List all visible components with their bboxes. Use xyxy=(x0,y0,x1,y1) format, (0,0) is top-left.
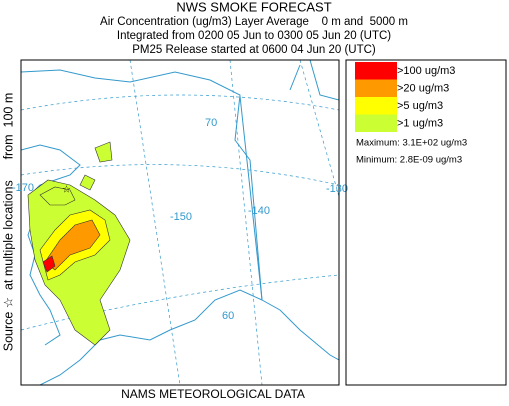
smoke-low xyxy=(39,174,96,206)
graticule-label: -140 xyxy=(248,205,270,217)
legend-minimum: Minimum: 2.8E-09 ug/m3 xyxy=(356,155,462,166)
legend-label: >100 ug/m3 xyxy=(397,65,455,77)
legend-maximum: Maximum: 3.1E+02 ug/m3 xyxy=(356,138,467,149)
smoke-low xyxy=(94,141,113,163)
graticule-label: -130 xyxy=(326,183,348,195)
legend-label: >20 ug/m3 xyxy=(397,82,449,94)
subtitle: Air Concentration (ug/m3) Layer Average … xyxy=(100,16,408,28)
legend-frame xyxy=(345,59,507,386)
map: ☆ xyxy=(21,60,339,385)
legend-swatch xyxy=(355,97,397,115)
legend-label: >1 ug/m3 xyxy=(397,117,443,129)
graticule-label: -170 xyxy=(12,182,34,194)
smoke-high xyxy=(44,219,101,271)
subtitle: PM25 Release started at 0600 04 Jun 20 (… xyxy=(132,44,376,56)
subtitle: Integrated from 0200 05 Jun to 0300 05 J… xyxy=(117,30,391,42)
title: NWS SMOKE FORECAST xyxy=(176,0,331,14)
legend: >100 ug/m3 >20 ug/m3 >5 ug/m3 >1 ug/m3 xyxy=(355,62,455,132)
legend-label: >5 ug/m3 xyxy=(397,100,443,112)
map-frame xyxy=(20,59,340,386)
legend-swatch xyxy=(355,79,397,97)
smoke-max xyxy=(42,255,56,273)
graticule-label: 60 xyxy=(222,310,234,322)
legend-swatch xyxy=(355,62,397,80)
footer: NAMS METEOROLOGICAL DATA xyxy=(121,387,305,401)
graticule-label: 70 xyxy=(205,117,217,129)
source-marker: ☆ xyxy=(62,185,71,196)
legend-swatch xyxy=(355,114,397,132)
side-label: Source ☆ at multiple locations from 100 … xyxy=(1,93,15,352)
graticule-label: -150 xyxy=(170,211,192,223)
